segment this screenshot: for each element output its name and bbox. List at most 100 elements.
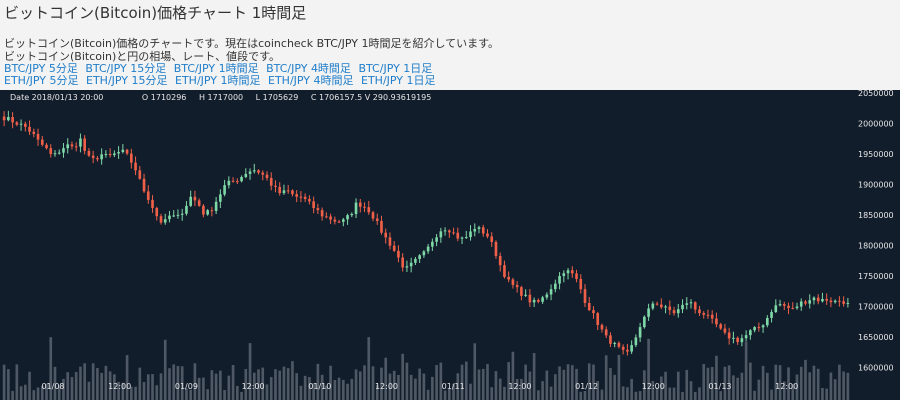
candle-body xyxy=(448,230,451,233)
candle-body xyxy=(723,328,727,333)
volume-bar xyxy=(469,383,472,400)
candle-body xyxy=(846,302,850,304)
volume-bar xyxy=(570,365,574,400)
candle-body xyxy=(570,270,574,274)
volume-bar xyxy=(503,386,506,400)
candle-body xyxy=(74,146,78,148)
volume-bar xyxy=(766,372,769,400)
candle-body xyxy=(375,218,379,221)
volume-bar xyxy=(342,379,345,400)
volume-bar xyxy=(240,391,243,400)
volume-bar xyxy=(316,363,320,400)
volume-bar xyxy=(774,364,778,400)
volume-bar xyxy=(130,386,133,400)
candle-body xyxy=(121,149,125,152)
candle-body xyxy=(511,279,515,285)
link-btc-1h[interactable]: BTC/JPY 1時間足 xyxy=(173,62,259,75)
candle-body xyxy=(778,304,782,306)
candle-body xyxy=(821,298,824,302)
volume-bar xyxy=(554,374,557,400)
candlestick-chart-svg[interactable]: 2050000 2000000 1950000 1900000 1850000 18000… xyxy=(0,90,900,400)
candle-body xyxy=(193,196,197,201)
volume-bar xyxy=(66,372,70,400)
candle-body xyxy=(265,174,269,178)
volume-bar xyxy=(736,377,739,400)
candle-body xyxy=(621,346,625,350)
volume-bar xyxy=(562,369,566,400)
x-tick-label: 12:00 xyxy=(242,382,265,391)
x-tick-label: 12:00 xyxy=(108,382,131,391)
candle-body xyxy=(490,236,494,243)
volume-bar xyxy=(431,376,434,400)
link-eth-5m[interactable]: ETH/JPY 5分足 xyxy=(4,74,79,87)
volume-bar xyxy=(660,376,663,400)
volume-bar xyxy=(346,383,349,400)
volume-bar xyxy=(11,390,14,400)
candle-body xyxy=(532,299,536,303)
candle-body xyxy=(269,177,273,186)
candle-body xyxy=(299,196,303,198)
candle-body xyxy=(282,190,286,194)
volume-bar xyxy=(219,370,222,400)
volume-bar xyxy=(180,366,184,400)
volume-bar xyxy=(812,365,816,400)
candle-body xyxy=(7,117,10,121)
candle-body xyxy=(363,206,366,208)
volume-bar xyxy=(62,378,65,400)
ohlc-high: H 1717000 xyxy=(198,93,244,102)
candle-body xyxy=(651,303,655,309)
candle-body xyxy=(261,172,265,175)
link-eth-15m[interactable]: ETH/JPY 15分足 xyxy=(86,74,168,87)
link-btc-1d[interactable]: BTC/JPY 1日足 xyxy=(358,62,433,75)
price-chart[interactable]: 2050000 2000000 1950000 1900000 1850000 18000… xyxy=(0,90,900,400)
candle-body xyxy=(452,232,455,234)
volume-bar xyxy=(333,380,337,400)
volume-bar xyxy=(473,343,477,400)
volume-bar xyxy=(566,364,570,400)
volume-bar xyxy=(804,359,807,400)
volume-bar xyxy=(761,365,765,400)
link-btc-5m[interactable]: BTC/JPY 5分足 xyxy=(4,62,78,75)
volume-bar xyxy=(532,353,536,400)
candle-body xyxy=(469,231,472,238)
candle-body xyxy=(197,200,201,206)
candle-body xyxy=(346,215,349,220)
volume-bar xyxy=(486,364,489,400)
candle-body xyxy=(414,258,417,263)
link-btc-15m[interactable]: BTC/JPY 15分足 xyxy=(85,62,167,75)
volume-bar xyxy=(244,368,248,400)
volume-bar xyxy=(753,390,756,400)
volume-bar xyxy=(261,367,265,400)
candle-body xyxy=(189,196,192,206)
candle-body xyxy=(549,289,553,295)
candle-body xyxy=(333,219,337,222)
volume-bar xyxy=(151,374,154,400)
candle-body xyxy=(308,199,311,202)
volume-bar xyxy=(19,386,23,400)
volume-bar xyxy=(367,337,371,400)
volume-bar xyxy=(74,372,78,400)
volume-bar xyxy=(91,363,95,400)
link-eth-1d[interactable]: ETH/JPY 1日足 xyxy=(361,74,436,87)
candle-body xyxy=(397,250,400,258)
volume-bar xyxy=(757,379,761,400)
candle-body xyxy=(473,228,477,232)
ohlc-open: O 1710296 xyxy=(141,93,187,102)
candle-body xyxy=(799,301,803,307)
volume-bar xyxy=(464,361,468,400)
volume-bar xyxy=(388,373,392,400)
volume-bar xyxy=(210,370,214,400)
candle-body xyxy=(833,300,837,303)
link-eth-4h[interactable]: ETH/JPY 4時間足 xyxy=(268,74,354,87)
volume-bar xyxy=(494,371,498,400)
candle-body xyxy=(176,214,180,216)
link-btc-4h[interactable]: BTC/JPY 4時間足 xyxy=(266,62,351,75)
volume-bar xyxy=(384,357,388,400)
volume-bar xyxy=(265,384,269,400)
candle-body xyxy=(617,342,621,347)
link-eth-1h[interactable]: ETH/JPY 1時間足 xyxy=(175,74,261,87)
volume-bar xyxy=(621,386,625,400)
candle-body xyxy=(838,300,841,302)
candle-body xyxy=(727,332,731,339)
volume-bar xyxy=(354,369,358,400)
